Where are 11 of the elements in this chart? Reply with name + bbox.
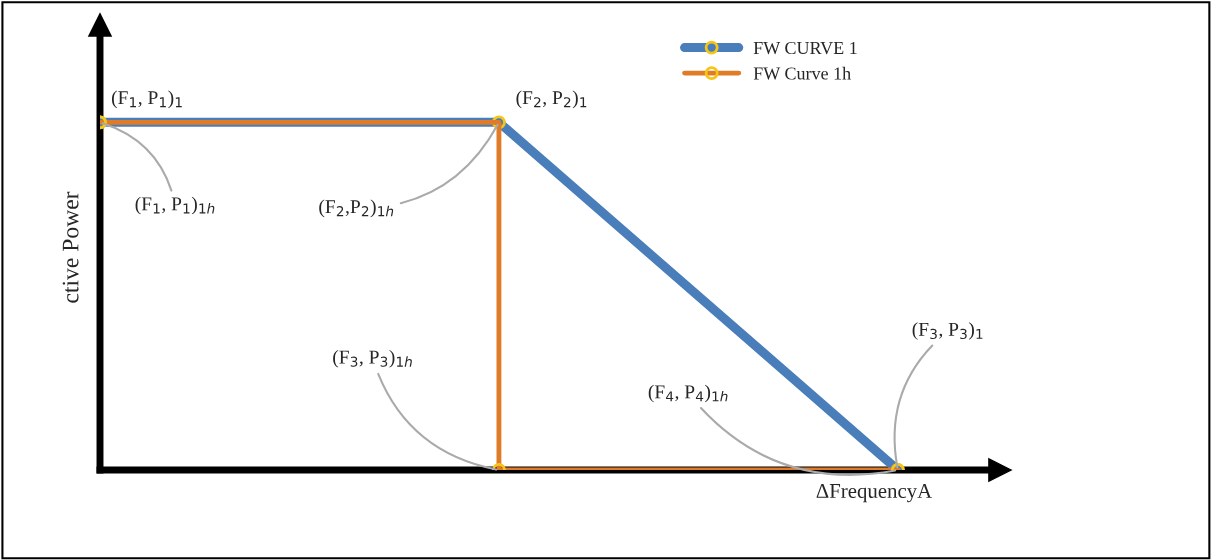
annotation: (F$_{3}$, P$_{3}$)$_{1h}$: [333, 349, 412, 368]
annotation: (F$_{4}$, P$_{4}$)$_{1h}$: [648, 384, 728, 403]
annotation: (F$_{1}$, P$_{1}$)$_{1h}$: [135, 196, 215, 215]
annotation: (F$_{2}$,P$_{2}$)$_{1h}$: [319, 199, 394, 218]
y-axis-title: ctive Power: [62, 191, 79, 303]
text: (F$_{1}$, P$_{1}$)$_{1}$: [111, 90, 182, 109]
x-axis-title: ΔFrequencyA: [816, 483, 933, 503]
legend-label: FW Curve 1h: [753, 66, 851, 80]
text: (F$_{2}$, P$_{2}$)$_{1}$: [516, 90, 587, 109]
annotation: (F$_{3}$, P$_{3}$)$_{1}$: [912, 322, 983, 340]
legend-label: FW CURVE 1: [753, 41, 857, 55]
